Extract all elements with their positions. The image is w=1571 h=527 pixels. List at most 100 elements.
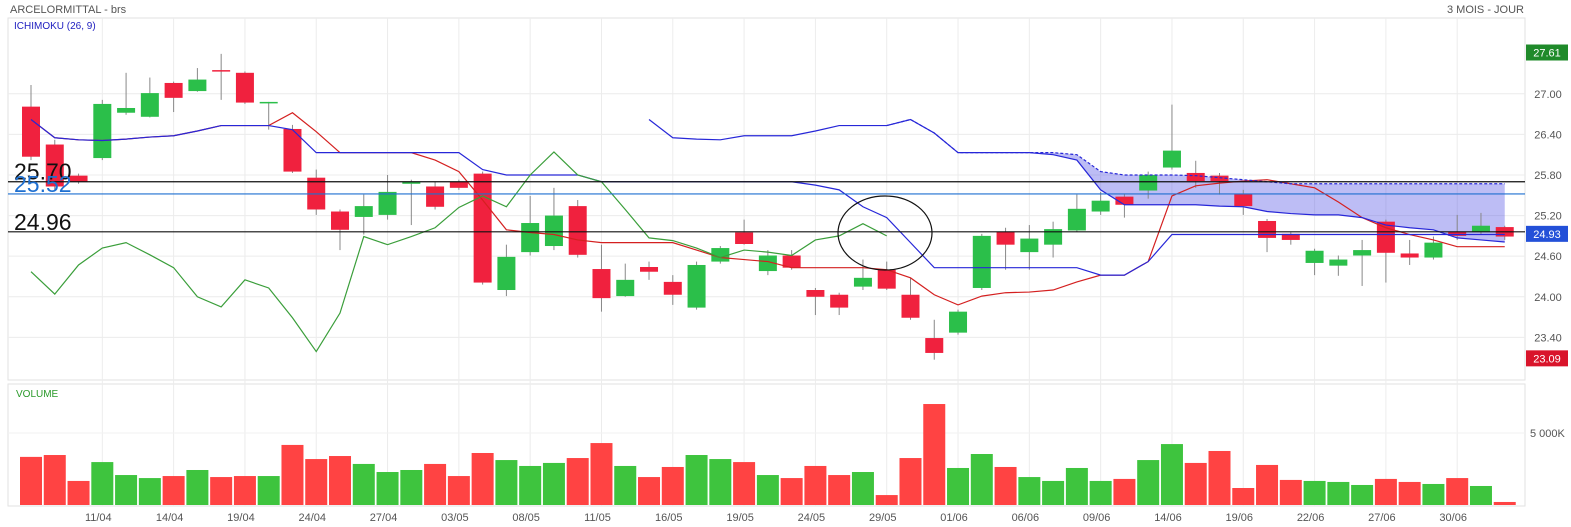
candle-body <box>1162 150 1181 168</box>
volume-bar <box>828 475 851 505</box>
candle-body <box>402 181 421 184</box>
x-tick-label: 22/06 <box>1297 512 1325 524</box>
candle-body <box>426 186 445 207</box>
volume-bar <box>162 476 185 505</box>
candle-body <box>901 294 920 318</box>
x-tick-label: 03/05 <box>441 512 469 524</box>
volume-bar <box>43 455 66 505</box>
volume-bar <box>733 462 756 505</box>
volume-bar <box>471 452 494 505</box>
volume-bar <box>875 495 898 505</box>
candle-body <box>853 277 872 287</box>
y-tick-label: 24.60 <box>1534 251 1562 263</box>
indicator-line <box>886 118 1505 185</box>
price-level-label: 25.52 <box>14 171 72 197</box>
candle-body <box>212 70 231 72</box>
x-tick-label: 19/05 <box>726 512 754 524</box>
x-tick-label: 09/06 <box>1083 512 1111 524</box>
candle-body <box>1329 259 1348 266</box>
volume-bar <box>186 469 209 505</box>
volume-bar <box>1469 485 1492 505</box>
candle-body <box>1281 233 1300 240</box>
volume-bar <box>1327 481 1350 505</box>
x-tick-label: 29/05 <box>869 512 897 524</box>
candle-body <box>972 235 991 288</box>
candle-body <box>140 93 159 117</box>
x-tick-label: 11/05 <box>584 512 611 524</box>
candle-body <box>830 294 849 308</box>
candle-body <box>45 144 64 187</box>
volume-bar <box>1018 477 1041 505</box>
candle-body <box>1353 250 1372 256</box>
indicator-label: ICHIMOKU (26, 9) <box>14 21 96 32</box>
volume-bar <box>329 456 352 505</box>
x-tick-label: 14/06 <box>1154 512 1182 524</box>
candle-body <box>568 206 587 255</box>
candle-body <box>22 106 40 157</box>
y-tick-label: 27.00 <box>1534 89 1562 101</box>
indicator-line <box>30 151 887 353</box>
price-badge <box>1526 350 1568 367</box>
volume-bar <box>20 456 42 505</box>
candle-body <box>1305 250 1324 263</box>
chart-title: ARCELORMITTAL - brs <box>10 4 127 16</box>
volume-bar <box>923 404 946 505</box>
candle-body <box>687 264 706 308</box>
candle-body <box>497 256 516 291</box>
x-tick-label: 01/06 <box>940 512 968 524</box>
x-tick-label: 19/04 <box>227 512 255 524</box>
plot <box>20 53 1516 505</box>
volume-bar <box>1065 467 1088 505</box>
grid <box>8 18 1525 506</box>
y-tick-label: 23.40 <box>1534 332 1562 344</box>
y-tick-label: 26.40 <box>1534 129 1562 141</box>
volume-bar <box>1374 478 1397 505</box>
volume-bar <box>851 472 874 505</box>
x-tick-label: 14/04 <box>156 512 184 524</box>
indicator-line <box>648 118 1505 243</box>
candle-body <box>188 79 207 92</box>
volume-bar <box>1042 480 1065 505</box>
candle-body <box>331 211 350 230</box>
volume-bar <box>899 458 922 505</box>
candle-body <box>1186 172 1205 182</box>
candle-body <box>1424 242 1443 258</box>
candle-body <box>1448 231 1467 236</box>
indicator-line <box>30 112 1505 306</box>
candle-body <box>758 255 777 272</box>
volume-bar <box>1279 479 1302 505</box>
candle-body <box>1258 220 1277 238</box>
price-level-label: 24.96 <box>14 209 72 235</box>
x-tick-label: 19/06 <box>1226 512 1254 524</box>
volume-bar <box>91 462 114 505</box>
x-tick-label: 16/05 <box>655 512 683 524</box>
volume-bar <box>1351 484 1374 505</box>
volume-bar <box>424 463 447 505</box>
volume-bar <box>780 478 803 505</box>
volume-bar <box>210 477 233 505</box>
volume-bar <box>67 480 90 505</box>
volume-bar <box>257 476 280 505</box>
candle-body <box>449 181 468 188</box>
candle-body <box>735 232 754 244</box>
price-panel <box>7 17 1526 381</box>
volume-bar <box>376 472 399 505</box>
candle-body <box>473 173 492 283</box>
volume-bar <box>1493 501 1516 505</box>
candle-body <box>877 269 896 289</box>
volume-bar <box>1398 481 1421 505</box>
volume-bar <box>1089 480 1112 505</box>
volume-bar <box>447 476 470 505</box>
x-tick-label: 24/05 <box>798 512 826 524</box>
x-tick-label: 11/04 <box>85 512 112 524</box>
candle-body <box>117 107 136 113</box>
volume-bar <box>994 466 1017 505</box>
candle-body <box>283 128 302 172</box>
volume-bar <box>614 465 637 505</box>
candle-body <box>616 279 635 297</box>
volume-bar <box>1160 444 1183 505</box>
candle-body <box>949 311 968 333</box>
price-badge <box>1526 44 1568 61</box>
candle-body <box>925 338 944 353</box>
volume-bar <box>709 459 732 505</box>
